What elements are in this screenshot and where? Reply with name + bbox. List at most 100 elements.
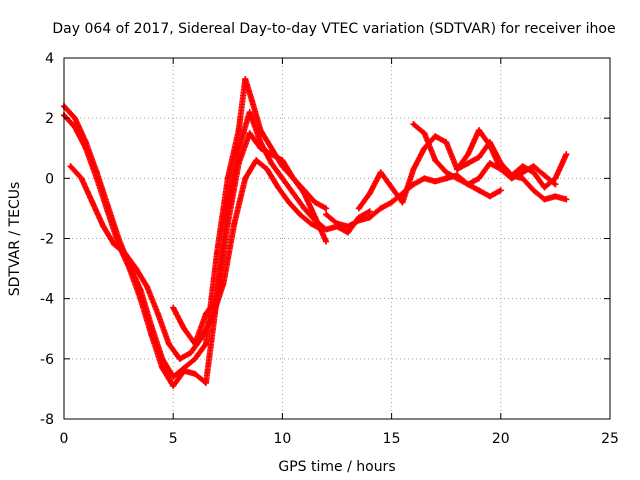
series-track-3 bbox=[67, 157, 325, 362]
data-point bbox=[530, 163, 537, 170]
data-point bbox=[213, 250, 220, 257]
data-point bbox=[334, 220, 340, 227]
data-point bbox=[552, 175, 559, 182]
data-point bbox=[165, 340, 172, 347]
chart-title: Day 064 of 2017, Sidereal Day-to-day VTE… bbox=[52, 21, 615, 37]
data-point bbox=[312, 217, 319, 224]
data-point bbox=[202, 310, 209, 317]
data-point bbox=[410, 121, 417, 128]
y-tick-label: -8 bbox=[40, 412, 54, 428]
data-point bbox=[377, 169, 384, 176]
data-point bbox=[93, 175, 100, 182]
data-point bbox=[475, 175, 482, 182]
data-point bbox=[307, 220, 314, 227]
data-point bbox=[465, 181, 472, 188]
data-point bbox=[312, 199, 319, 206]
data-point bbox=[257, 145, 264, 152]
data-point bbox=[268, 145, 275, 152]
data-point bbox=[209, 313, 216, 320]
data-point bbox=[399, 199, 406, 206]
data-point bbox=[475, 154, 482, 161]
data-point bbox=[355, 205, 362, 212]
series-trace bbox=[67, 157, 325, 362]
x-tick-label: 25 bbox=[601, 431, 619, 447]
data-point bbox=[454, 175, 461, 182]
data-point bbox=[104, 208, 111, 215]
data-point bbox=[170, 382, 177, 389]
data-point bbox=[159, 364, 166, 371]
data-point bbox=[421, 145, 428, 152]
data-point bbox=[344, 229, 351, 236]
x-tick-label: 20 bbox=[492, 431, 510, 447]
data-point bbox=[187, 349, 194, 356]
data-point bbox=[242, 76, 249, 83]
y-tick-label: -4 bbox=[40, 292, 54, 308]
data-point bbox=[268, 160, 275, 167]
data-point bbox=[318, 226, 325, 233]
data-point bbox=[268, 151, 275, 158]
data-point bbox=[67, 163, 74, 170]
data-point bbox=[192, 340, 199, 347]
data-point bbox=[181, 367, 188, 374]
y-tick-label: 2 bbox=[45, 111, 54, 127]
data-point bbox=[111, 241, 118, 248]
data-point bbox=[301, 187, 308, 194]
data-series bbox=[61, 76, 570, 389]
data-point bbox=[432, 178, 439, 185]
data-point bbox=[388, 199, 395, 206]
data-point bbox=[497, 187, 504, 194]
data-point bbox=[137, 295, 144, 302]
data-point bbox=[563, 196, 570, 203]
data-point bbox=[563, 151, 570, 158]
data-point bbox=[323, 211, 330, 218]
data-point bbox=[552, 193, 559, 200]
data-point bbox=[497, 160, 504, 167]
series-trace bbox=[170, 130, 330, 347]
data-point bbox=[432, 133, 439, 140]
data-point bbox=[176, 355, 183, 362]
data-point bbox=[248, 97, 255, 104]
y-tick-label: 0 bbox=[45, 171, 54, 187]
data-point bbox=[285, 199, 292, 206]
data-point bbox=[301, 205, 308, 212]
data-point bbox=[475, 187, 482, 194]
data-point bbox=[89, 199, 96, 206]
data-point bbox=[100, 223, 107, 230]
data-point bbox=[253, 157, 260, 164]
data-point bbox=[264, 166, 271, 173]
data-point bbox=[126, 265, 133, 272]
data-point bbox=[366, 208, 373, 215]
data-point bbox=[377, 205, 384, 212]
data-point bbox=[432, 157, 439, 164]
data-point bbox=[486, 193, 493, 200]
data-point bbox=[242, 175, 249, 182]
data-point bbox=[421, 175, 428, 182]
data-point bbox=[508, 172, 515, 179]
data-point bbox=[410, 181, 417, 188]
x-tick-label: 15 bbox=[383, 431, 401, 447]
data-point bbox=[541, 172, 548, 179]
data-point bbox=[279, 175, 286, 182]
data-point bbox=[246, 109, 253, 116]
data-point bbox=[192, 370, 199, 377]
data-point bbox=[366, 214, 373, 221]
data-point bbox=[355, 217, 362, 224]
data-point bbox=[388, 184, 395, 191]
data-point bbox=[366, 190, 373, 197]
y-tick-label: -6 bbox=[40, 352, 54, 368]
data-point bbox=[231, 220, 238, 227]
data-point bbox=[192, 355, 199, 362]
grid-lines bbox=[64, 58, 610, 419]
data-point bbox=[275, 184, 282, 191]
x-axis-label: GPS time / hours bbox=[278, 459, 395, 475]
data-point bbox=[443, 169, 450, 176]
data-point bbox=[133, 265, 140, 272]
data-point bbox=[202, 379, 209, 386]
x-tick-label: 5 bbox=[169, 431, 178, 447]
series-track-4 bbox=[170, 130, 330, 347]
data-point bbox=[279, 157, 286, 164]
data-point bbox=[235, 127, 242, 134]
series-track-8 bbox=[454, 139, 570, 191]
data-point bbox=[290, 190, 297, 197]
